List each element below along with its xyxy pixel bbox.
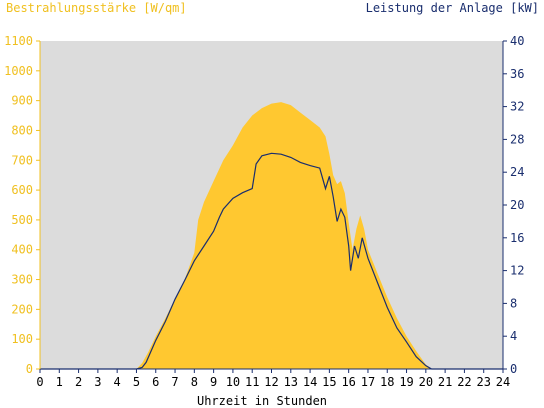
x-tick-label: 23 — [476, 375, 490, 389]
right-tick-label: 8 — [510, 296, 517, 310]
irradiance-series — [40, 102, 503, 369]
x-tick-label: 19 — [399, 375, 413, 389]
x-axis-ticks: 0 1 2 3 4 5 6 7 8 9 10 11 12 13 14 15 16 17 18 19 20 21 22 23 24 — [36, 369, 510, 389]
x-tick-label: 10 — [226, 375, 240, 389]
left-tick-label: 300 — [11, 273, 33, 287]
right-tick-label: 24 — [510, 165, 524, 179]
x-tick-label: 8 — [191, 375, 198, 389]
x-tick-label: 20 — [419, 375, 433, 389]
x-tick-label: 0 — [36, 375, 43, 389]
left-tick-label: 700 — [11, 153, 33, 167]
power-line — [40, 152, 503, 370]
x-axis-label: Uhrzeit in Stunden — [197, 394, 327, 408]
x-tick-label: 7 — [171, 375, 178, 389]
x-tick-label: 12 — [264, 375, 278, 389]
x-tick-label: 16 — [341, 375, 355, 389]
left-tick-label: 100 — [11, 332, 33, 346]
power-series — [40, 152, 503, 370]
left-tick-label: 1100 — [4, 34, 33, 48]
left-tick-label: 900 — [11, 94, 33, 108]
x-tick-label: 3 — [94, 375, 101, 389]
x-tick-label: 13 — [284, 375, 298, 389]
x-tick-label: 17 — [361, 375, 375, 389]
right-tick-label: 20 — [510, 198, 524, 212]
x-tick-label: 14 — [303, 375, 317, 389]
left-axis-ticks: 0 100 200 300 400 500 600 700 800 900 1000 1100 — [4, 34, 40, 376]
left-tick-label: 600 — [11, 183, 33, 197]
x-tick-label: 24 — [496, 375, 510, 389]
left-tick-label: 800 — [11, 123, 33, 137]
x-tick-label: 18 — [380, 375, 394, 389]
right-tick-label: 0 — [510, 362, 517, 376]
x-tick-label: 9 — [210, 375, 217, 389]
left-tick-label: 1000 — [4, 64, 33, 78]
x-tick-label: 5 — [133, 375, 140, 389]
right-tick-label: 16 — [510, 231, 524, 245]
right-axis-ticks: 0 4 8 12 16 20 24 28 32 36 40 — [503, 34, 524, 376]
right-tick-label: 32 — [510, 100, 524, 114]
x-tick-label: 15 — [322, 375, 336, 389]
irradiance-area — [40, 102, 503, 369]
x-tick-label: 22 — [457, 375, 471, 389]
x-tick-label: 4 — [114, 375, 121, 389]
right-tick-label: 28 — [510, 132, 524, 146]
left-tick-label: 0 — [26, 362, 33, 376]
x-tick-label: 1 — [56, 375, 63, 389]
left-tick-label: 400 — [11, 243, 33, 257]
left-tick-label: 200 — [11, 302, 33, 316]
right-tick-label: 36 — [510, 67, 524, 81]
left-axis-title: Bestrahlungsstärke [W/qm] — [6, 1, 187, 15]
right-tick-label: 12 — [510, 264, 524, 278]
x-tick-label: 6 — [152, 375, 159, 389]
x-tick-label: 21 — [438, 375, 452, 389]
x-tick-label: 11 — [245, 375, 259, 389]
left-tick-label: 500 — [11, 213, 33, 227]
right-axis-title: Leistung der Anlage [kW] — [366, 1, 539, 15]
x-tick-label: 2 — [75, 375, 82, 389]
right-tick-label: 40 — [510, 34, 524, 48]
right-tick-label: 4 — [510, 329, 517, 343]
